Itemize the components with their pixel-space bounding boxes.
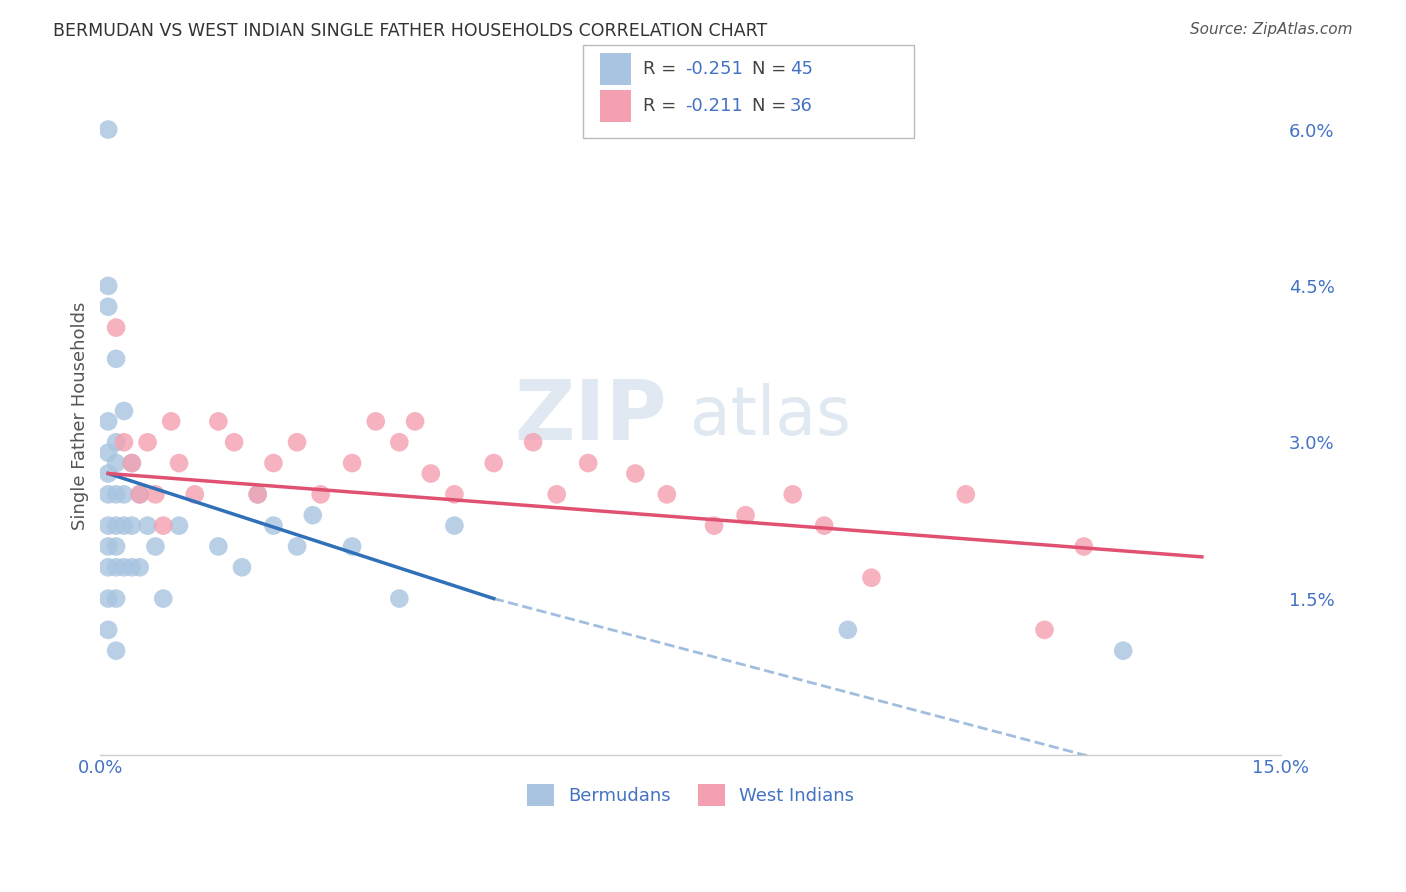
Point	[97, 487, 120, 501]
Point	[128, 487, 150, 501]
Point	[105, 540, 128, 554]
Point	[152, 518, 174, 533]
Point	[97, 414, 120, 428]
Point	[128, 560, 150, 574]
Point	[340, 456, 363, 470]
Point	[105, 591, 128, 606]
Point	[443, 518, 465, 533]
Text: atlas: atlas	[690, 384, 851, 450]
Point	[121, 560, 143, 574]
Point	[97, 560, 120, 574]
Text: N =: N =	[752, 60, 792, 78]
Point	[97, 467, 120, 481]
Point	[145, 487, 167, 501]
Point	[782, 487, 804, 501]
Point	[97, 540, 120, 554]
Point	[105, 351, 128, 366]
Point	[576, 456, 599, 470]
Point	[105, 560, 128, 574]
Point	[860, 571, 883, 585]
Point	[105, 518, 128, 533]
Point	[97, 122, 120, 136]
Point	[813, 518, 835, 533]
Point	[1112, 643, 1135, 657]
Point	[121, 518, 143, 533]
Point	[105, 456, 128, 470]
Text: 45: 45	[790, 60, 813, 78]
Point	[105, 643, 128, 657]
Text: R =: R =	[643, 97, 682, 115]
Point	[97, 591, 120, 606]
Point	[955, 487, 977, 501]
Text: ZIP: ZIP	[515, 376, 666, 457]
Point	[231, 560, 253, 574]
Point	[160, 414, 183, 428]
Point	[136, 518, 159, 533]
Point	[703, 518, 725, 533]
Point	[340, 540, 363, 554]
Point	[301, 508, 323, 523]
Point	[97, 300, 120, 314]
Point	[285, 435, 308, 450]
Point	[121, 456, 143, 470]
Point	[262, 518, 284, 533]
Point	[112, 435, 135, 450]
Point	[655, 487, 678, 501]
Point	[837, 623, 859, 637]
Point	[419, 467, 441, 481]
Point	[184, 487, 207, 501]
Point	[112, 518, 135, 533]
Point	[224, 435, 246, 450]
Point	[112, 487, 135, 501]
Point	[734, 508, 756, 523]
Point	[546, 487, 568, 501]
Point	[207, 540, 229, 554]
Point	[404, 414, 426, 428]
Point	[97, 623, 120, 637]
Point	[1033, 623, 1056, 637]
Point	[112, 404, 135, 418]
Point	[1073, 540, 1095, 554]
Text: 15.0%: 15.0%	[1253, 759, 1309, 777]
Point	[152, 591, 174, 606]
Text: -0.251: -0.251	[685, 60, 742, 78]
Point	[388, 591, 411, 606]
Point	[207, 414, 229, 428]
Point	[309, 487, 332, 501]
Point	[128, 487, 150, 501]
Point	[624, 467, 647, 481]
Text: Source: ZipAtlas.com: Source: ZipAtlas.com	[1189, 22, 1353, 37]
Point	[97, 279, 120, 293]
Point	[167, 456, 190, 470]
Text: R =: R =	[643, 60, 682, 78]
Legend: Bermudans, West Indians: Bermudans, West Indians	[519, 777, 862, 814]
Text: 36: 36	[790, 97, 813, 115]
Text: 0.0%: 0.0%	[77, 759, 124, 777]
Point	[262, 456, 284, 470]
Y-axis label: Single Father Households: Single Father Households	[72, 302, 89, 531]
Point	[522, 435, 544, 450]
Point	[97, 518, 120, 533]
Text: N =: N =	[752, 97, 792, 115]
Point	[112, 560, 135, 574]
Point	[145, 540, 167, 554]
Point	[246, 487, 269, 501]
Point	[121, 456, 143, 470]
Point	[167, 518, 190, 533]
Text: BERMUDAN VS WEST INDIAN SINGLE FATHER HOUSEHOLDS CORRELATION CHART: BERMUDAN VS WEST INDIAN SINGLE FATHER HO…	[53, 22, 768, 40]
Point	[105, 435, 128, 450]
Point	[388, 435, 411, 450]
Point	[105, 320, 128, 334]
Point	[105, 487, 128, 501]
Point	[246, 487, 269, 501]
Point	[482, 456, 505, 470]
Point	[285, 540, 308, 554]
Point	[443, 487, 465, 501]
Point	[136, 435, 159, 450]
Point	[97, 445, 120, 459]
Text: -0.211: -0.211	[685, 97, 742, 115]
Point	[364, 414, 387, 428]
